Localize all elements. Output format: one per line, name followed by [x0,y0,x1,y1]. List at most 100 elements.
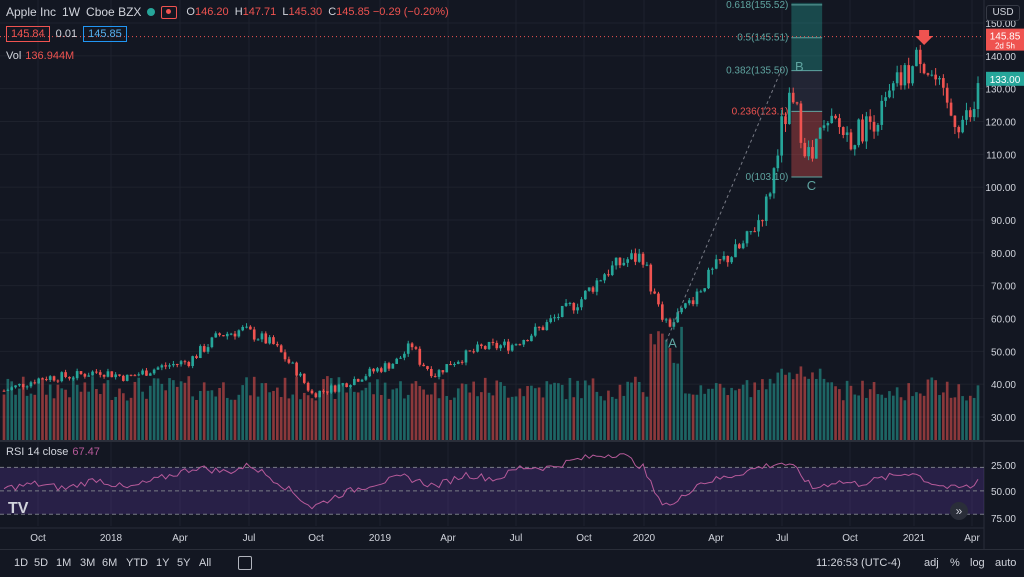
range-5d[interactable]: 5D [34,557,49,569]
range-1m[interactable]: 1M [56,557,72,569]
candle-body [14,385,17,388]
volume-bar [241,385,245,440]
time-tick-label: Oct [30,533,46,544]
candle-body [664,319,668,321]
candle-body [145,370,148,376]
candle-body [410,343,414,348]
buy-price-box[interactable]: 145.85 [83,26,127,42]
volume-bar [214,396,218,440]
volume-bar [749,397,753,440]
volume-bar [495,380,499,440]
volume-bar [487,392,491,440]
candle-body [249,326,252,330]
candle-body [830,115,834,124]
candle-body [214,333,218,338]
volume-bar [788,372,791,440]
volume-bar [718,383,722,440]
tradingview-logo-icon[interactable]: TV [8,500,29,517]
candle-body [326,391,329,393]
candle-body [861,119,864,142]
volume-bar [164,390,168,440]
volume-bar [564,399,568,440]
range-1d[interactable]: 1D [14,557,29,569]
volume-bar [657,331,660,440]
calendar-icon[interactable] [238,556,252,570]
volume-bar [714,383,718,440]
sell-price-box[interactable]: 145.84 [6,26,50,42]
price-tick-label: 100.00 [985,183,1016,194]
rsi-tick-label: 25.00 [991,461,1016,472]
volume-bar [583,380,587,440]
candle-body [68,376,71,379]
price-chart[interactable]: 0.618(155.52) 0.5(145.51) 0.382(135.50) 0.2… [0,0,1024,549]
scroll-to-realtime-icon[interactable]: » [950,502,968,520]
currency-button[interactable]: USD [986,5,1020,21]
volume-bar [353,391,356,440]
candle-body [306,382,310,391]
volume-bar [222,382,225,440]
candle-body [291,362,295,364]
volume-bar [276,387,279,440]
volume-bar [102,383,106,440]
candle-body [568,303,572,305]
candle-body [118,374,121,376]
candle-body [399,357,402,359]
volume-bar [868,389,872,440]
candle-body [903,65,907,86]
range-3m[interactable]: 3M [80,557,96,569]
range-5y[interactable]: 5Y [177,557,191,569]
range-all[interactable]: All [199,557,212,569]
volume-bar [322,379,325,440]
rsi-tick-label: 50.00 [991,487,1016,498]
price-badge-current [986,28,1024,51]
candle-body [272,337,275,345]
candle-body [156,367,160,370]
volume-bar [333,398,337,440]
candle-body [734,244,737,258]
candle-body [645,264,649,266]
volume-bar [649,333,653,440]
candle-body [491,341,495,343]
candle-body [499,345,502,349]
symbol-name[interactable]: Apple Inc [6,5,57,19]
candle-body [45,379,48,381]
percent-toggle[interactable]: % [950,557,960,569]
candle-body [676,312,680,323]
candle-body [322,390,325,392]
volume-bar [399,381,402,440]
volume-bar [915,392,918,440]
candle-body [868,116,872,122]
range-6m[interactable]: 6M [102,557,118,569]
volume-bar [530,385,533,440]
candle-body [541,327,545,331]
candle-body [368,368,372,377]
range-ytd[interactable]: YTD [126,557,148,569]
candle-body [222,335,225,337]
candle-body [48,376,52,380]
candle-body [776,155,780,169]
alert-icon[interactable] [161,5,178,19]
candle-body [426,366,429,370]
candle-body [395,358,399,364]
candle-body [152,369,156,374]
exchange-label: Cboe BZX [86,5,142,19]
interval-label[interactable]: 1W [62,5,81,19]
rsi-legend: RSI 14 close 67.47 [6,446,100,458]
candle-body [576,307,579,311]
candle-body [460,361,464,363]
volume-bar [753,382,757,440]
log-toggle[interactable]: log [970,557,985,569]
candle-body [276,344,279,346]
volume-bar [865,397,868,440]
candle-body [218,333,221,336]
volume-bar [268,392,271,440]
auto-toggle[interactable]: auto [995,557,1017,569]
volume-bar [95,388,98,440]
range-1y[interactable]: 1Y [156,557,170,569]
candle-body [2,390,6,392]
time-tick-label: Apr [440,533,456,544]
volume-bar [680,326,683,440]
volume-bar [372,394,375,440]
clock-time[interactable]: 11:26:53 (UTC-4) [816,557,901,569]
adj-toggle[interactable]: adj [924,557,939,569]
